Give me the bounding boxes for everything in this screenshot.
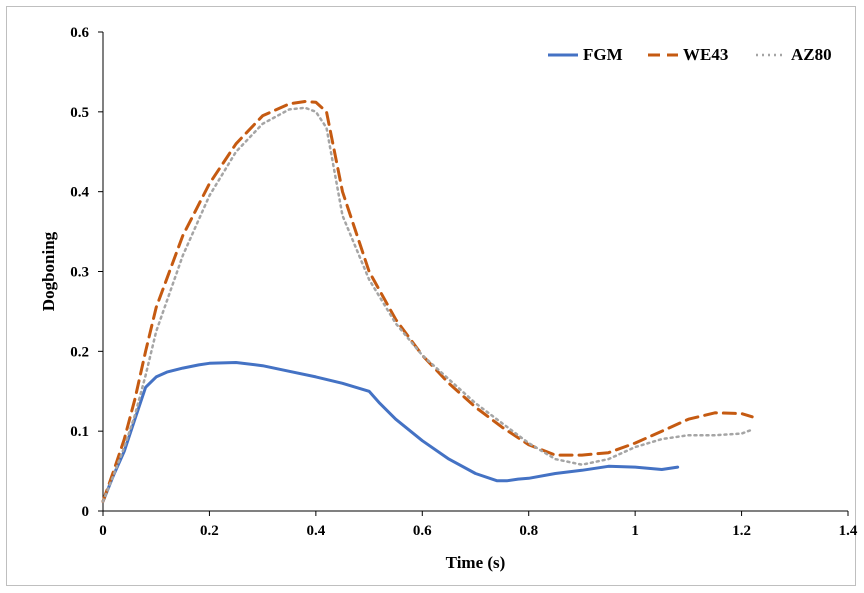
y-tick-label: 0.6 [70, 25, 89, 41]
axes: 0 0.2 0.4 0.6 0.8 1 1.2 1.4 0 0.1 0.2 0.3 0.4 0.5 0.6 [70, 25, 858, 539]
y-tick-label: 0.2 [70, 344, 89, 360]
y-tick-label: 0.5 [70, 105, 89, 121]
y-axis-title: Dogboning [39, 231, 58, 311]
legend: FGM WE43 AZ80 [548, 45, 832, 64]
series-line-fgm [101, 361, 680, 503]
series-layer [101, 100, 754, 503]
y-tick-label: 0 [82, 504, 90, 520]
x-tick-label: 0.8 [519, 523, 538, 539]
legend-label-fgm: FGM [583, 45, 623, 64]
y-tick-label: 0.3 [70, 265, 89, 281]
legend-label-az80: AZ80 [791, 45, 832, 64]
x-tick-label: 1.4 [839, 523, 858, 539]
x-tick-label: 0.2 [200, 523, 219, 539]
chart-frame [6, 6, 856, 586]
series-line-az80 [101, 106, 754, 503]
x-tick-label: 1 [631, 523, 639, 539]
y-tick-label: 0.1 [70, 424, 89, 440]
legend-label-we43: WE43 [683, 45, 728, 64]
x-tick-label: 0.6 [413, 523, 432, 539]
x-tick-label: 0 [99, 523, 107, 539]
x-tick-label: 0.4 [306, 523, 325, 539]
series-line-we43 [101, 100, 754, 503]
x-axis-title: Time (s) [446, 553, 506, 572]
y-tick-label: 0.4 [70, 185, 89, 201]
x-tick-label: 1.2 [732, 523, 751, 539]
